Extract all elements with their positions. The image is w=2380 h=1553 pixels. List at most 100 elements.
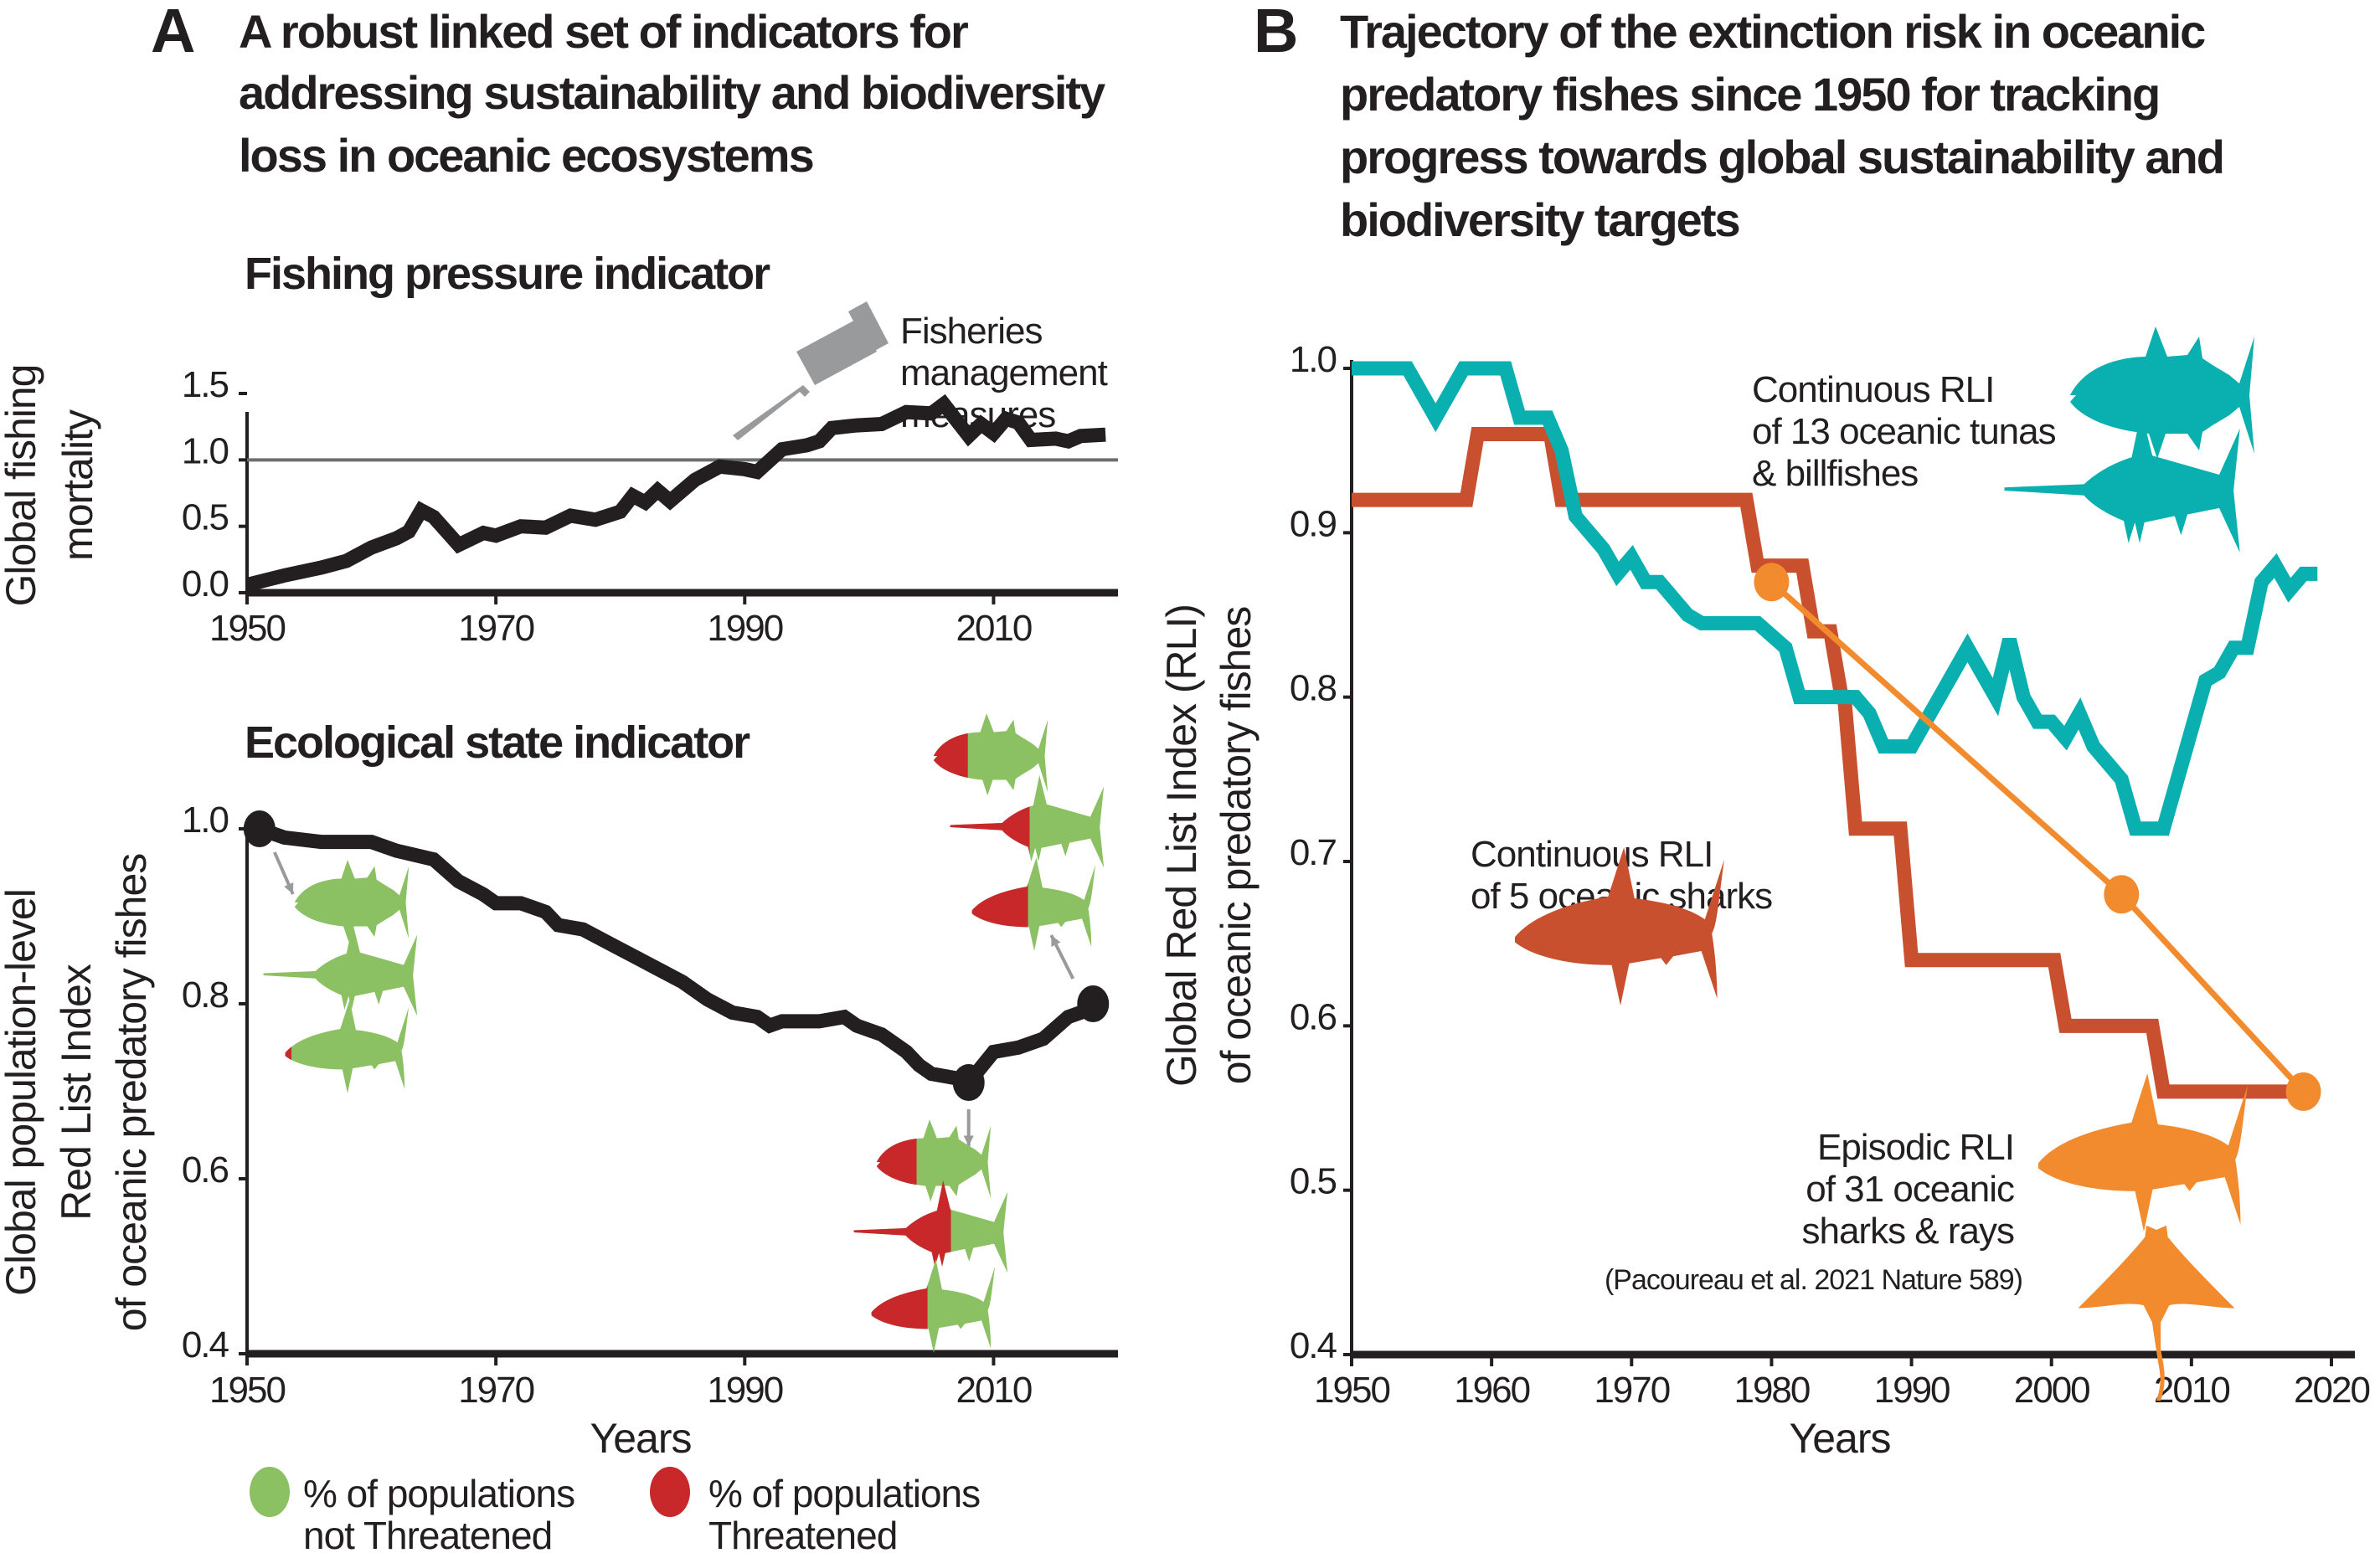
- fishing-mortality-line: [245, 393, 1106, 592]
- rli-x-tick-label: 2020: [2294, 1370, 2369, 1411]
- ecological-ylabel-line: Red List Index: [53, 964, 100, 1221]
- fishing-x-tick-label: 2010: [956, 608, 1031, 649]
- panel-b-letter: B: [1254, 0, 1298, 65]
- tunas-billfishes-line: [1352, 361, 2318, 836]
- panel-a-letter: A: [151, 0, 195, 65]
- legend-threatened-swatch: [650, 1467, 690, 1517]
- panel-b-title: Trajectory of the extinction risk in oce…: [1340, 5, 2225, 246]
- ecological-y-tick-label: 0.4: [182, 1324, 229, 1365]
- tuna-icon: [2070, 327, 2254, 459]
- fishing-y-tick-label: 1.5: [182, 364, 229, 405]
- fisheries-annotation-line: measures: [900, 394, 1055, 435]
- episodic-annotation-line: sharks & rays: [1801, 1211, 2014, 1252]
- ecological-x-tick-label: 1970: [458, 1370, 533, 1411]
- fishing-x-tick-label: 1950: [209, 608, 285, 649]
- ecological-xlabel: Years: [590, 1415, 691, 1462]
- rli-ylabel-line: of oceanic predatory fishes: [1213, 607, 1260, 1085]
- rli-x-tick-label: 1970: [1594, 1370, 1669, 1411]
- legend-threatened-label: % of populations: [708, 1472, 980, 1515]
- fisheries-annotation-line: Fisheries: [900, 311, 1043, 352]
- ecological-state-plot: [243, 810, 1110, 1147]
- ecological-y-tick-label: 0.8: [182, 974, 229, 1016]
- rli-ylabel-line: Global Red List Index (RLI): [1158, 604, 1205, 1087]
- rli-y-tick-label: 0.7: [1290, 832, 1337, 873]
- episodic-point: [1754, 563, 1790, 602]
- legend-not-threatened-label: % of populations: [303, 1472, 574, 1515]
- ecological-ylabel: Global population-level Red List Index o…: [0, 854, 155, 1332]
- fishing-x-tick-label: 1990: [707, 608, 782, 649]
- panel-a-title-line: A robust linked set of indicators for: [239, 5, 968, 58]
- ecological-ylabel-line: Global population-level: [0, 889, 44, 1296]
- episodic-annotation-line: Episodic RLI: [1817, 1127, 2014, 1168]
- fishing-ylabel-line: mortality: [54, 409, 101, 561]
- fishing-pressure-title: Fishing pressure indicator: [245, 249, 770, 299]
- highlight-point: [1077, 985, 1110, 1022]
- tunas-annotation-line: Continuous RLI: [1752, 369, 1994, 410]
- shark-icon: [285, 1000, 410, 1093]
- episodic-annotation: Episodic RLI of 31 oceanic sharks & rays…: [1605, 1127, 2023, 1296]
- episodic-point: [2104, 875, 2140, 914]
- billfish-icon-body: [263, 923, 418, 1016]
- rli-x-tick-label: 1960: [1454, 1370, 1529, 1411]
- shark-icon-body: [285, 1000, 410, 1093]
- fisheries-annotation: Fisheries management measures: [900, 311, 1109, 435]
- panel-b-title-line: Trajectory of the extinction risk in oce…: [1340, 5, 2205, 58]
- billfish-icon: [263, 923, 418, 1016]
- legend-threatened-label: Threatened: [708, 1514, 897, 1553]
- rli-x-tick-label: 2000: [2014, 1370, 2089, 1411]
- sharks-continuous-line: [1352, 427, 2304, 1099]
- panel-a-title-line: addressing sustainability and biodiversi…: [239, 66, 1105, 119]
- ecological-fish-icons: [263, 713, 1105, 1353]
- panel-a-title: A robust linked set of indicators for ad…: [239, 5, 1107, 182]
- fishing-x-tick-label: 1970: [458, 608, 533, 649]
- ecological-state-axes: 1950 1970 1990 2010 0.4 0.6 0.8 1.0: [182, 800, 1118, 1411]
- highlight-point: [952, 1064, 985, 1102]
- ecological-x-tick-label: 2010: [956, 1370, 1031, 1411]
- shark-icon: [871, 1259, 996, 1353]
- highlight-point: [243, 810, 276, 847]
- shark-icon: [971, 857, 1096, 951]
- fishing-ylabel: Global fishing mortality: [0, 365, 101, 607]
- tunas-annotation-line: of 13 oceanic tunas: [1752, 411, 2056, 452]
- tunas-annotation: Continuous RLI of 13 oceanic tunas & bil…: [1752, 369, 2057, 494]
- fishing-y-tick-label: 0.5: [182, 497, 229, 538]
- ecological-x-tick-label: 1990: [707, 1370, 782, 1411]
- rli-x-tick-label: 1990: [1874, 1370, 1950, 1411]
- rli-x-tick-label: 1950: [1314, 1370, 1389, 1411]
- ecological-y-tick-label: 0.6: [182, 1149, 229, 1190]
- rli-x-tick-label: 2010: [2154, 1370, 2229, 1411]
- panel-b-title-line: biodiversity targets: [1340, 193, 1739, 246]
- tuna-icon: [933, 713, 1048, 796]
- ecological-x-tick-label: 1950: [209, 1370, 285, 1411]
- legend: % of populations not Threatened % of pop…: [250, 1467, 981, 1553]
- rli-x-tick-label: 1980: [1733, 1370, 1809, 1411]
- fishing-pressure-axes: 1950 1970 1990 2010 0.0 0.5 1.0 1.5: [182, 364, 1118, 649]
- fishing-y-tick-label: 0.0: [182, 563, 229, 604]
- billfish-icon: [950, 775, 1105, 868]
- fishing-pressure-plot: [245, 393, 1118, 592]
- citation: (Pacoureau et al. 2021 Nature 589): [1605, 1264, 2022, 1296]
- arrow-head-icon: [284, 882, 294, 894]
- tunas-annotation-line: & billfishes: [1752, 453, 1918, 494]
- panel-a-title-line: loss in oceanic ecosystems: [239, 129, 813, 182]
- rli-xlabel: Years: [1789, 1415, 1890, 1462]
- rli-y-tick-label: 0.9: [1290, 503, 1337, 544]
- sharks-annotation-line: Continuous RLI: [1471, 834, 1713, 875]
- ecological-state-title: Ecological state indicator: [245, 717, 750, 768]
- legend-not-threatened-swatch: [250, 1467, 290, 1517]
- legend-not-threatened-label: not Threatened: [303, 1514, 552, 1553]
- rli-y-tick-label: 0.8: [1290, 668, 1337, 709]
- panel-b-title-line: predatory fishes since 1950 for tracking: [1340, 68, 2159, 121]
- episodic-point: [2285, 1072, 2321, 1111]
- arrow-head-icon: [1051, 935, 1061, 947]
- fisheries-annotation-line: management: [900, 352, 1108, 393]
- rli-y-tick-label: 0.5: [1290, 1161, 1337, 1202]
- rli-axes: 1950 1960 1970 1980 1990 2000 2010 2020 0.4 0.5 0.…: [1290, 339, 2372, 1411]
- ecological-y-tick-label: 1.0: [182, 800, 229, 841]
- panel-b-title-line: progress towards global sustainability a…: [1340, 131, 2223, 183]
- rli-y-tick-label: 1.0: [1290, 339, 1337, 380]
- rli-plot: [1352, 361, 2321, 1111]
- episodic-annotation-line: of 31 oceanic: [1806, 1169, 2014, 1210]
- rli-y-tick-label: 0.4: [1290, 1325, 1337, 1366]
